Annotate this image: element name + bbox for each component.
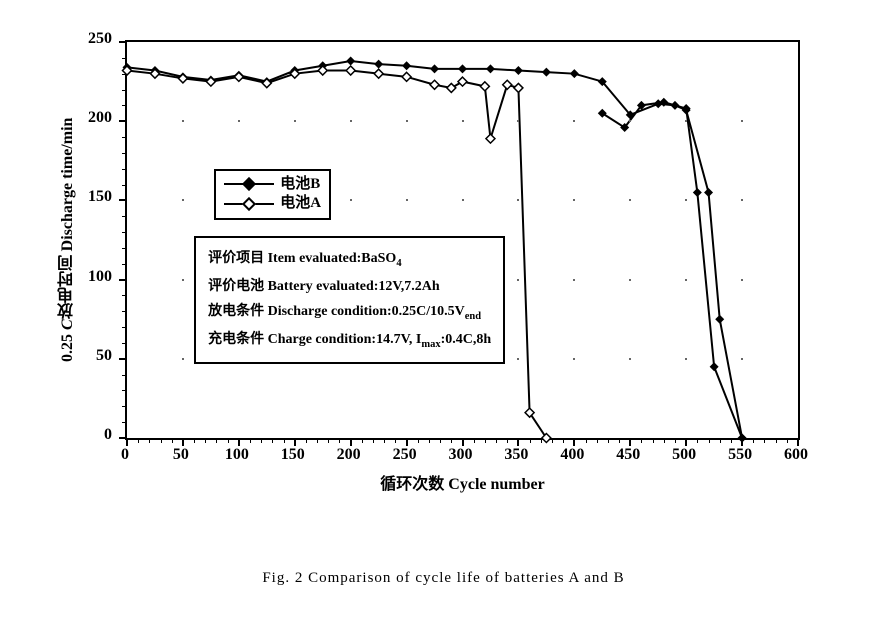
legend-box: 电池B电池A xyxy=(214,169,331,220)
series-marker xyxy=(704,188,713,197)
series-marker xyxy=(206,77,215,86)
y-axis-title: 0.25 C放电时间 Discharge time/min xyxy=(58,40,78,440)
info-line: 充电条件 Charge condition:14.7V, Imax:0.4C,8… xyxy=(208,327,491,355)
series-marker xyxy=(318,66,327,75)
series-marker xyxy=(514,83,523,92)
x-tick-label: 100 xyxy=(225,446,249,464)
x-tick-label: 600 xyxy=(784,446,808,464)
x-tick-label: 400 xyxy=(560,446,584,464)
series-marker xyxy=(486,64,495,73)
series-marker xyxy=(682,104,691,113)
x-tick-label: 0 xyxy=(121,446,129,464)
legend-label: 电池A xyxy=(280,194,321,214)
x-tick-label: 500 xyxy=(672,446,696,464)
legend-item: 电池B xyxy=(224,175,321,195)
x-tick-label: 350 xyxy=(504,446,528,464)
series-marker xyxy=(346,57,355,66)
series-marker xyxy=(710,362,719,371)
series-marker xyxy=(374,60,383,69)
x-axis-title: 循环次数 Cycle number xyxy=(125,470,800,494)
x-tick-label: 300 xyxy=(449,446,473,464)
info-line: 放电条件 Discharge condition:0.25C/10.5Vend xyxy=(208,299,491,327)
series-marker xyxy=(514,66,523,75)
series-marker xyxy=(447,83,456,92)
info-line: 评价电池 Battery evaluated:12V,7.2Ah xyxy=(208,274,491,299)
series-marker xyxy=(542,68,551,77)
series-marker xyxy=(346,66,355,75)
series-marker xyxy=(715,315,724,324)
series-marker xyxy=(402,72,411,81)
x-tick-label: 250 xyxy=(393,446,417,464)
x-tick-label: 450 xyxy=(616,446,640,464)
x-tick-label: 200 xyxy=(337,446,361,464)
x-tick-label: 50 xyxy=(173,446,189,464)
info-box: 评价项目 Item evaluated:BaSO4评价电池 Battery ev… xyxy=(194,236,505,364)
series-marker xyxy=(234,72,243,81)
series-marker xyxy=(374,69,383,78)
x-tick-label: 150 xyxy=(281,446,305,464)
figure-caption: Fig. 2 Comparison of cycle life of batte… xyxy=(20,570,867,587)
series-marker xyxy=(430,64,439,73)
x-tick-label: 550 xyxy=(728,446,752,464)
legend-label: 电池B xyxy=(280,175,320,195)
series-line xyxy=(602,102,742,438)
plot-area: 电池B电池A 评价项目 Item evaluated:BaSO4评价电池 Bat… xyxy=(125,40,800,440)
diamond-open-icon xyxy=(224,196,274,212)
chart-outer: 0.25 C放电时间 Discharge time/min 电池B电池A 评价项… xyxy=(50,20,850,520)
figure-container: 0.25 C放电时间 Discharge time/min 电池B电池A 评价项… xyxy=(20,20,867,587)
series-marker xyxy=(570,69,579,78)
series-marker xyxy=(693,188,702,197)
series-marker xyxy=(480,82,489,91)
info-line: 评价项目 Item evaluated:BaSO4 xyxy=(208,246,491,274)
series-marker xyxy=(486,134,495,143)
diamond-filled-icon xyxy=(224,176,274,192)
series-marker xyxy=(430,80,439,89)
series-marker xyxy=(458,77,467,86)
legend-item: 电池A xyxy=(224,194,321,214)
series-marker xyxy=(503,80,512,89)
series-marker xyxy=(402,61,411,70)
series-marker xyxy=(458,64,467,73)
